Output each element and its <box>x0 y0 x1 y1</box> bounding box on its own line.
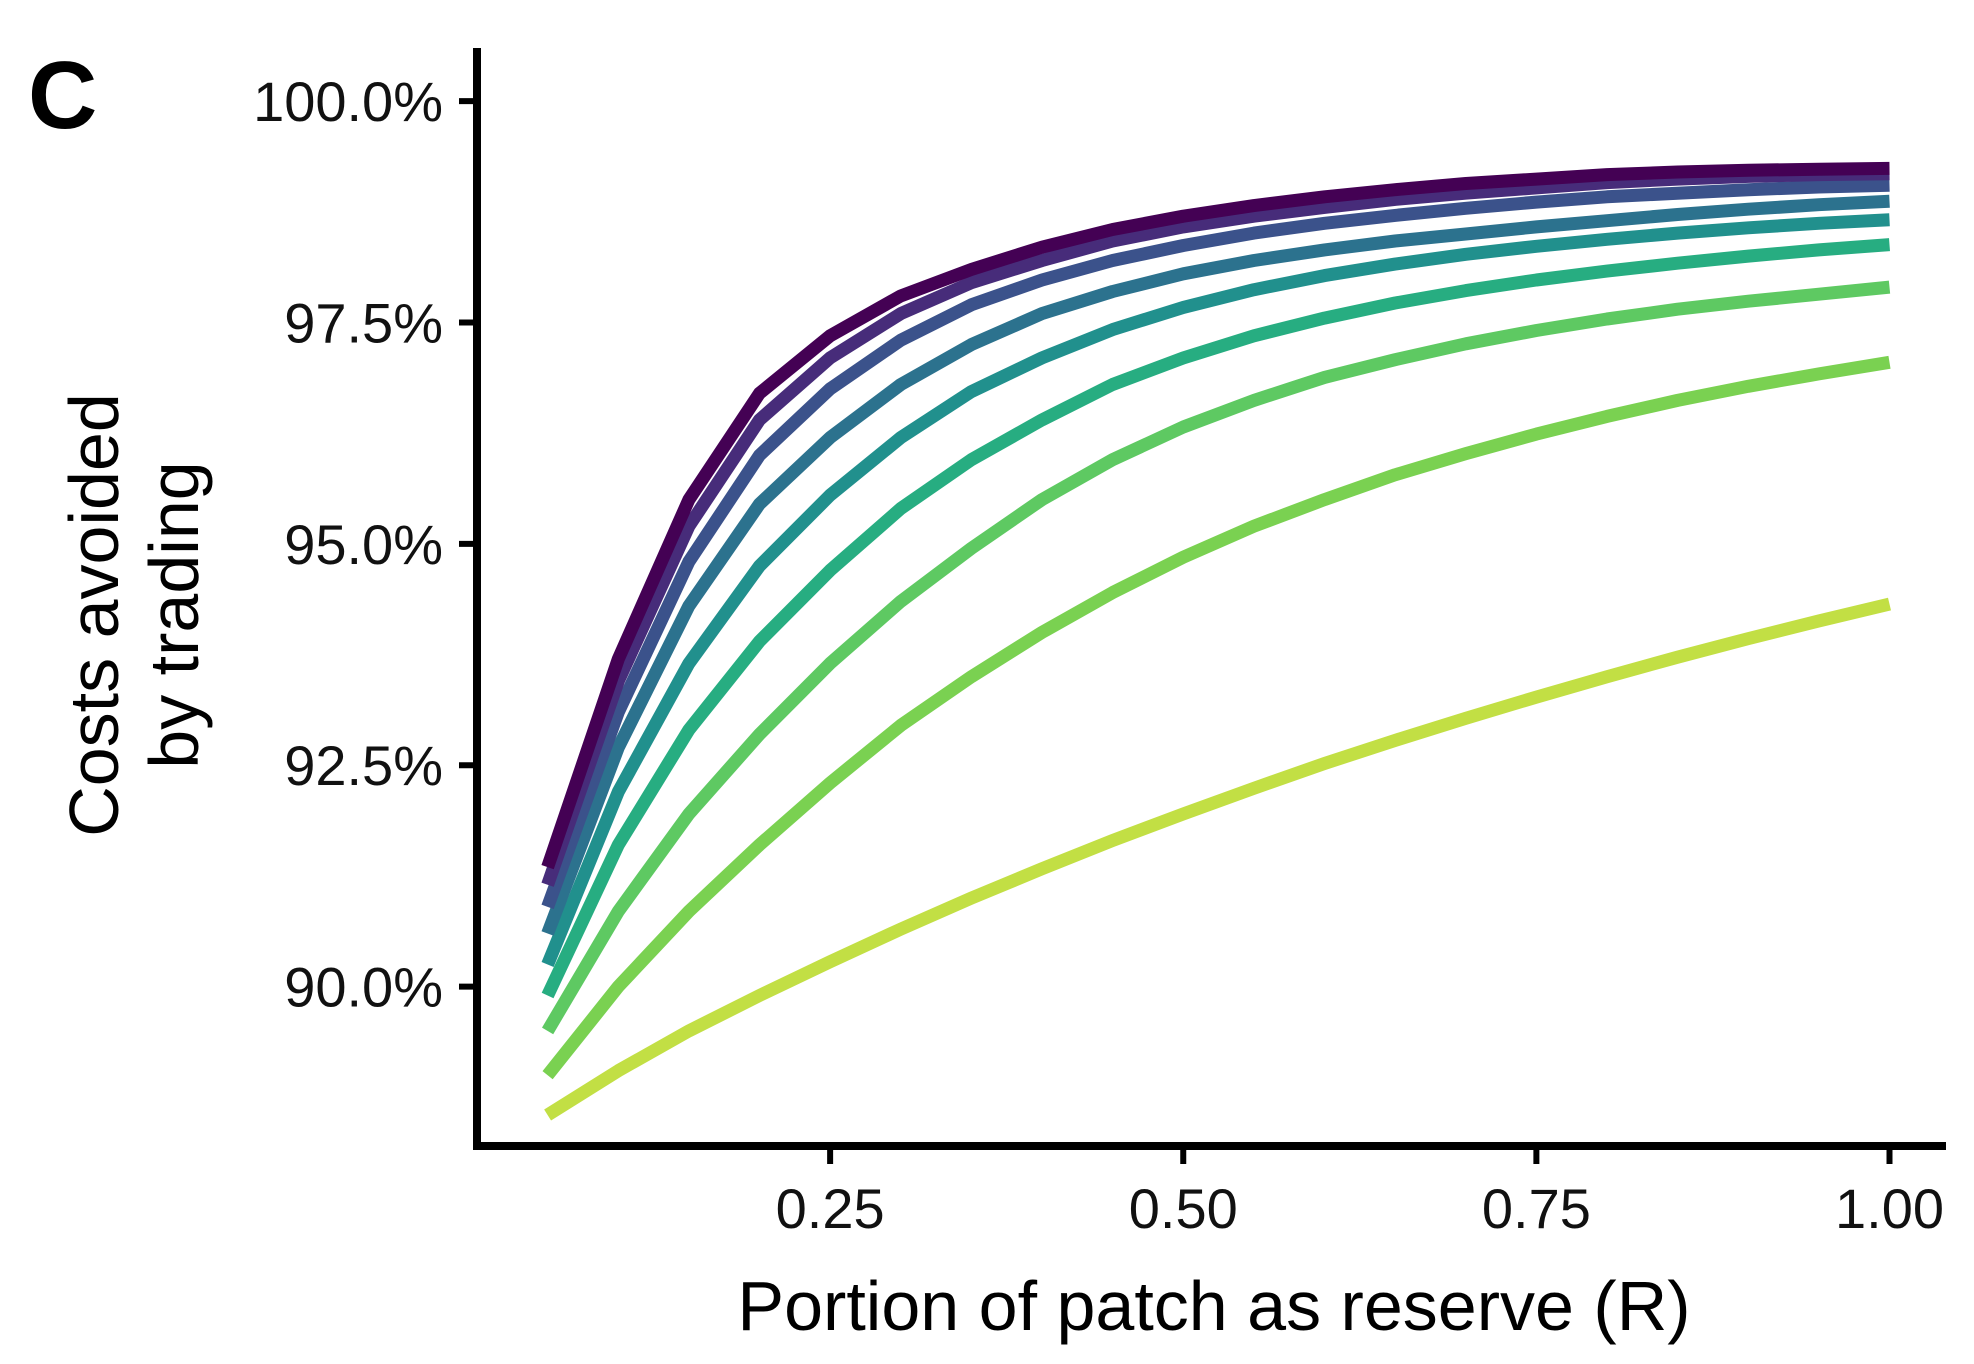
y-tick-label: 95.0% <box>284 513 443 576</box>
x-tick-label: 0.25 <box>776 1177 885 1240</box>
series-line-9 <box>544 597 1892 1121</box>
y-axis-title-line-2: by trading <box>135 461 213 768</box>
x-axis-title: Portion of patch as reserve (R) <box>737 1267 1690 1345</box>
x-tick-label: 0.75 <box>1482 1177 1591 1240</box>
y-axis-ticks: 90.0% 92.5% 95.0% 97.5% 100.0% <box>253 70 477 1019</box>
series-line-4 <box>541 194 1890 936</box>
panel-label: C <box>28 42 97 149</box>
x-tick-label: 0.50 <box>1129 1177 1238 1240</box>
y-tick-label: 90.0% <box>284 956 443 1019</box>
y-axis-title-line-1: Costs avoided <box>55 393 133 837</box>
y-tick-label: 97.5% <box>284 292 443 355</box>
series-line-2 <box>541 167 1890 887</box>
y-tick-label: 100.0% <box>253 70 443 133</box>
y-tick-label: 92.5% <box>284 734 443 797</box>
x-axis-ticks: 0.25 0.50 0.75 1.00 <box>776 1146 1944 1240</box>
series-line-7 <box>542 280 1891 1035</box>
series-line-8 <box>542 355 1891 1080</box>
y-axis-title: Costs avoided by trading <box>55 393 213 837</box>
series-layer <box>541 161 1892 1121</box>
series-line-6 <box>541 238 1890 999</box>
series-line-3 <box>541 178 1890 910</box>
x-tick-label: 1.00 <box>1835 1177 1944 1240</box>
series-line-1 <box>541 161 1890 870</box>
series-line-5 <box>541 213 1890 967</box>
